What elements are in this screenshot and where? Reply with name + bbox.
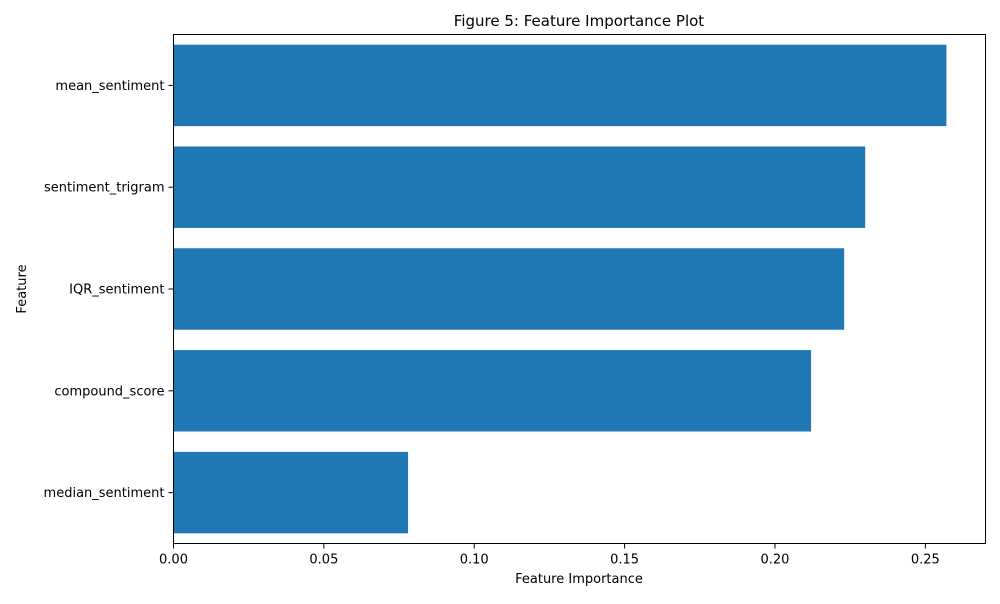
bar-compound_score (173, 350, 812, 432)
x-tick-label: 0.00 (159, 553, 188, 568)
x-axis-ticks: 0.00 0.05 0.10 0.15 0.20 0.25 (159, 543, 940, 568)
x-tick-label: 0.25 (911, 553, 940, 568)
bar-median_sentiment (173, 451, 409, 534)
y-tick-label: sentiment_trigram (44, 181, 165, 196)
bars-layer (173, 44, 947, 534)
y-tick-label: mean_sentiment (55, 79, 164, 94)
bar-mean_sentiment (173, 44, 947, 127)
x-tick-label: 0.20 (761, 553, 790, 568)
x-axis-label: Feature Importance (515, 572, 643, 587)
x-tick-label: 0.05 (309, 553, 338, 568)
y-tick-label: median_sentiment (44, 486, 165, 501)
x-tick-label: 0.15 (610, 553, 639, 568)
y-axis-label: Feature (15, 264, 30, 313)
chart-title: Figure 5: Feature Importance Plot (454, 12, 704, 30)
bar-sentiment_trigram (173, 146, 866, 228)
y-axis-ticks: mean_sentiment sentiment_trigram IQR_senti… (44, 79, 174, 501)
y-tick-label: compound_score (54, 384, 164, 399)
x-tick-label: 0.10 (460, 553, 489, 568)
y-tick-label: IQR_sentiment (69, 283, 164, 298)
bar-IQR_sentiment (173, 248, 845, 330)
plot-frame (173, 34, 986, 544)
